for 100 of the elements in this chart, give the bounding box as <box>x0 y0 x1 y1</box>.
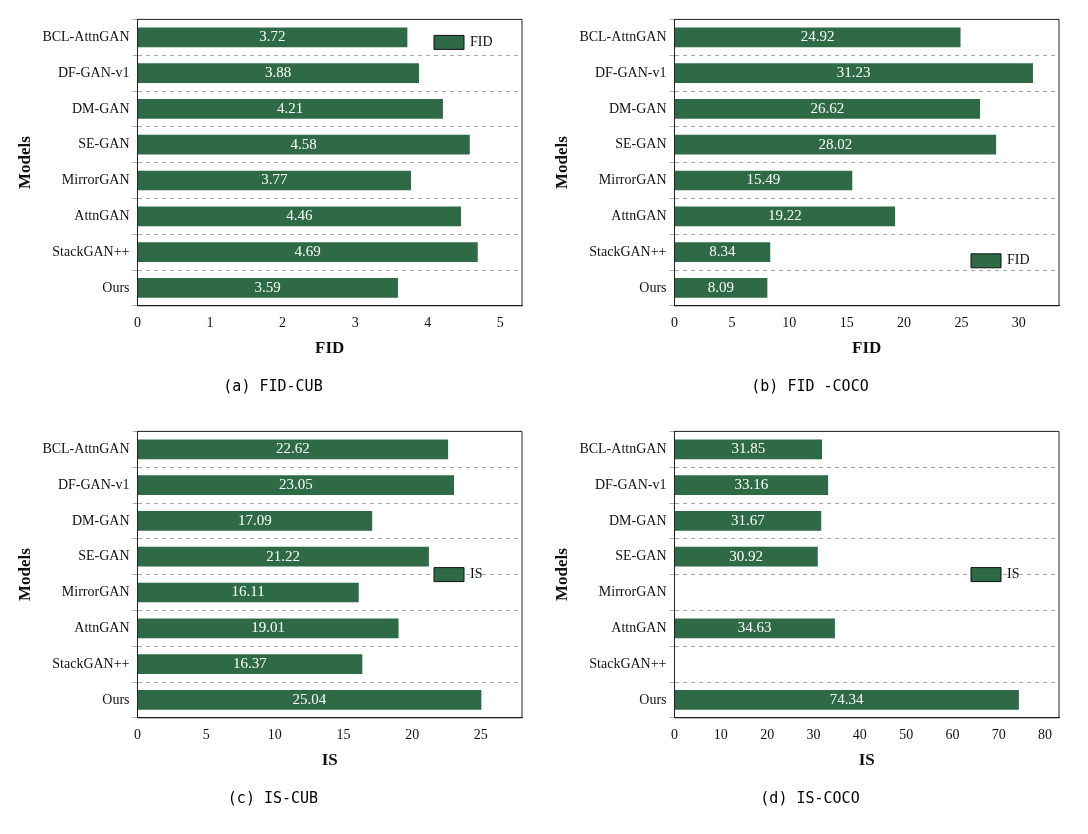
bar <box>674 63 1033 83</box>
text: (d) IS-COCO <box>760 789 860 807</box>
text: (b) FID -COCO <box>751 377 869 395</box>
bar <box>674 170 852 191</box>
y-tick-label: BCL-AttnGAN <box>41 440 130 456</box>
y-tick-label: Ours <box>101 691 130 707</box>
data-label: 16.37 <box>232 655 267 672</box>
data-label: 4.21 <box>276 99 303 116</box>
data-label: 4.46 <box>285 207 313 224</box>
x-tick-label: 5 <box>202 726 210 742</box>
x-tick-label: 5 <box>496 314 504 330</box>
x-tick-label: 30 <box>1011 314 1026 330</box>
y-axis-title: Models <box>14 135 34 190</box>
text: (c) IS-CUB <box>227 789 319 807</box>
bar <box>674 475 828 495</box>
bar <box>137 475 454 495</box>
y-axis-title: Models <box>14 547 34 602</box>
y-tick-label: BCL-AttnGAN <box>578 440 667 456</box>
y-tick-label: MirrorGAN <box>61 584 130 600</box>
data-label: 19.22 <box>767 207 802 224</box>
bar <box>674 278 767 298</box>
x-tick-label: 10 <box>267 726 282 742</box>
data-label: 19.01 <box>250 619 285 636</box>
data-label: 23.05 <box>278 476 313 493</box>
x-axis-title: FID <box>851 338 881 358</box>
y-tick-label: DM-GAN <box>608 512 667 528</box>
bar <box>137 439 448 460</box>
bar <box>674 242 770 262</box>
bar <box>137 278 398 298</box>
bar <box>674 439 822 460</box>
data-label: 24.92 <box>800 28 834 45</box>
y-tick-label: DM-GAN <box>71 100 130 116</box>
y-tick-label: StackGAN++ <box>51 243 130 259</box>
data-label: 3.88 <box>264 64 291 81</box>
data-label: 8.34 <box>708 243 736 260</box>
y-tick-label: Ours <box>101 279 130 295</box>
y-tick-label: StackGAN++ <box>51 655 130 671</box>
data-label: 8.09 <box>707 278 734 295</box>
x-tick-label: 20 <box>404 726 419 742</box>
data-label: 3.59 <box>254 278 281 295</box>
bar <box>137 63 419 83</box>
text: (a) FID-CUB <box>223 377 323 395</box>
y-tick-label: Ours <box>638 691 667 707</box>
bar <box>137 134 470 155</box>
legend-label: IS <box>469 566 482 582</box>
y-tick-label: DF-GAN-v1 <box>594 64 667 80</box>
data-label: 3.72 <box>258 28 286 45</box>
bar <box>674 99 980 119</box>
x-tick-label: 70 <box>991 726 1006 742</box>
bar <box>137 582 359 603</box>
y-tick-label: MirrorGAN <box>598 172 667 188</box>
x-tick-label: 25 <box>473 726 488 742</box>
x-tick-label: 20 <box>896 314 911 330</box>
data-label: 34.63 <box>737 619 772 636</box>
y-axis-title: Models <box>551 135 571 190</box>
bar <box>137 206 461 227</box>
x-tick-label: 40 <box>852 726 867 742</box>
bar <box>137 27 407 48</box>
data-label: 3.77 <box>260 171 288 188</box>
y-tick-label: DF-GAN-v1 <box>594 476 667 492</box>
bar <box>674 511 821 531</box>
data-label: 30.92 <box>728 547 763 564</box>
bar <box>674 206 895 227</box>
x-tick-label: 3 <box>351 314 359 330</box>
y-tick-label: StackGAN++ <box>588 655 667 671</box>
x-axis-title: IS <box>858 750 875 770</box>
x-tick-label: 60 <box>944 726 959 742</box>
data-label: 16.11 <box>231 583 265 600</box>
x-tick-label: 50 <box>898 726 913 742</box>
x-tick-label: 0 <box>670 314 678 330</box>
bar <box>137 170 411 191</box>
x-tick-label: 80 <box>1037 726 1052 742</box>
y-tick-label: SE-GAN <box>77 136 130 152</box>
x-tick-label: 0 <box>133 314 141 330</box>
data-label: 15.49 <box>746 171 780 188</box>
data-label: 26.62 <box>809 99 844 116</box>
data-label: 17.09 <box>237 511 272 528</box>
y-tick-label: Ours <box>638 279 667 295</box>
data-label: 74.34 <box>829 690 864 707</box>
data-label: 4.58 <box>290 135 317 152</box>
y-tick-label: SE-GAN <box>614 136 667 152</box>
y-tick-label: AttnGAN <box>610 619 667 635</box>
data-label: 25.04 <box>292 690 327 707</box>
legend-label: FID <box>469 34 493 50</box>
y-tick-label: AttnGAN <box>610 207 667 223</box>
bar <box>137 546 429 567</box>
y-tick-label: DF-GAN-v1 <box>57 476 130 492</box>
x-tick-label: 10 <box>781 314 796 330</box>
y-tick-label: DM-GAN <box>71 512 130 528</box>
bar <box>674 134 996 155</box>
y-tick-label: DM-GAN <box>608 100 667 116</box>
data-label: 33.16 <box>733 476 769 493</box>
legend-label: IS <box>1006 566 1019 582</box>
x-tick-label: 2 <box>278 314 286 330</box>
bar <box>137 99 443 119</box>
x-tick-label: 25 <box>953 314 968 330</box>
bar <box>137 690 481 710</box>
data-label: 4.69 <box>294 243 321 260</box>
bar <box>674 690 1019 710</box>
x-tick-label: 4 <box>423 314 431 330</box>
